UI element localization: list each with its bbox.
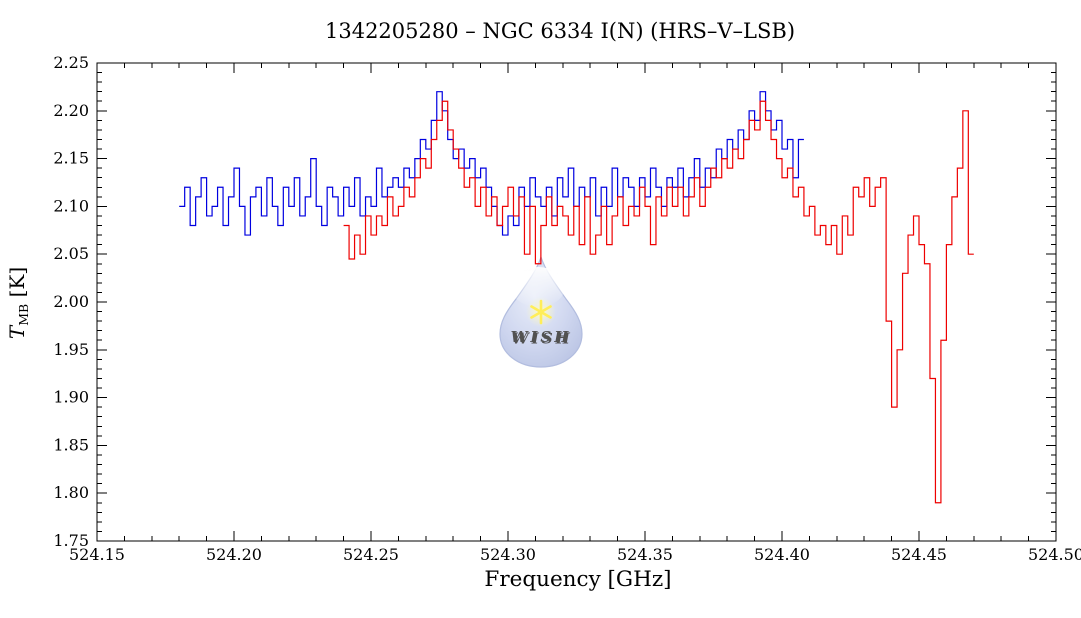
y-tick-label: 1.95: [53, 340, 89, 359]
x-axis-label: Frequency [GHz]: [484, 567, 671, 592]
y-tick-label: 1.90: [53, 388, 89, 407]
plot-frame-and-ticks: [96, 62, 1057, 542]
y-tick-label: 2.15: [53, 149, 89, 168]
drop-highlight: [511, 267, 565, 307]
x-tick-label: 524.35: [617, 545, 673, 564]
y-tick-label: 1.80: [53, 483, 89, 502]
x-tick-labels: 524.15 524.20 524.25 524.30 524.35 524.40 524.…: [69, 545, 1081, 564]
x-tick-label: 524.30: [480, 545, 536, 564]
y-tick-label: 2.10: [53, 196, 89, 215]
y-tick-label: 2.25: [53, 53, 89, 72]
y-tick-label: 2.05: [53, 244, 89, 263]
y-tick-labels: 1.75 1.80 1.85 1.90 1.95 2.00 2.05 2.10 2.15 2.20…: [53, 53, 89, 550]
star-icon: [530, 299, 552, 325]
x-tick-label: 524.25: [343, 545, 399, 564]
wish-watermark: WISH WISH: [499, 254, 583, 368]
y-tick-label: 2.00: [53, 292, 89, 311]
spectra-layer: [179, 91, 974, 504]
x-tick-label: 524.50: [1028, 545, 1081, 564]
x-tick-label: 524.15: [69, 545, 125, 564]
wish-watermark-shadow: WISH: [512, 329, 573, 347]
red-spectrum-line: [343, 100, 974, 504]
y-tick-label: 1.85: [53, 435, 89, 454]
wish-watermark-label: WISH: [511, 328, 572, 346]
x-tick-label: 524.20: [206, 545, 262, 564]
y-axis-subscript: MB: [16, 304, 31, 326]
chart-title: 1342205280 – NGC 6334 I(N) (HRS–V–LSB): [325, 19, 795, 43]
y-axis-symbol: T: [5, 324, 29, 339]
y-axis-unit: [K]: [5, 267, 29, 304]
y-tick-label: 2.20: [53, 101, 89, 120]
y-axis-label: TMB [K]: [5, 267, 31, 339]
y-tick-label: 1.75: [53, 531, 89, 550]
x-tick-label: 524.45: [891, 545, 947, 564]
x-tick-label: 524.40: [754, 545, 810, 564]
axes-layer: 524.15 524.20 524.25 524.30 524.35 524.40 524.…: [53, 53, 1081, 564]
